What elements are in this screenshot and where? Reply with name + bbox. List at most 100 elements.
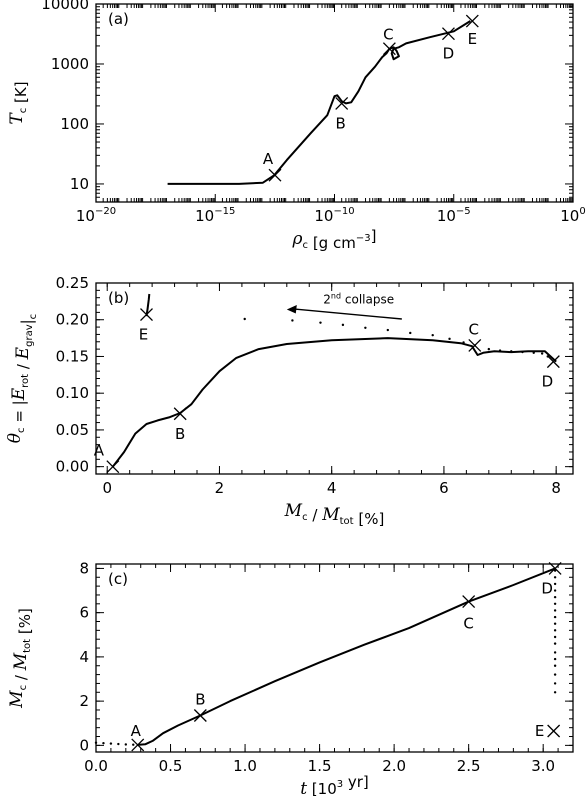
series-point	[117, 742, 120, 746]
series-point	[341, 323, 345, 327]
series-point	[510, 350, 513, 353]
marker-label-b-A: A	[94, 442, 105, 460]
minor-ticks-a	[96, 4, 573, 202]
y-tick-label: 0.15	[56, 347, 89, 365]
series-point	[109, 742, 113, 745]
series-point	[132, 743, 135, 746]
series-point	[521, 350, 524, 354]
marker-a-E: E	[465, 14, 479, 48]
x-marker-stroke	[441, 27, 455, 41]
plot-frame-c	[95, 563, 574, 753]
x-axis-label-c: t [103 yr]	[300, 773, 369, 799]
marker-label-c-B: B	[195, 691, 205, 709]
y-tick-label: 0.00	[56, 458, 89, 476]
series-line-b-2	[145, 293, 151, 317]
x-marker-stroke	[193, 709, 207, 722]
y-tick-label: 2	[79, 692, 89, 710]
y-axis-label-c: Mc / Mtot [%]	[7, 608, 34, 709]
x-tick-label: 1.0	[233, 757, 257, 775]
x-tick-label: 100	[560, 206, 585, 225]
x-tick-label: 3.0	[531, 757, 555, 775]
marker-label-b-B: B	[175, 425, 185, 443]
series-point	[553, 664, 557, 667]
marker-label-a-A: A	[263, 150, 274, 168]
second-collapse-annotation: 2nd collapse	[286, 292, 402, 320]
marker-label-c-D: D	[541, 579, 553, 597]
y-tick-label: 10	[70, 175, 89, 193]
marker-c-B: B	[193, 691, 207, 722]
x-tick-label: 2.0	[382, 757, 406, 775]
series-point	[102, 741, 105, 745]
marker-a-C: C	[382, 26, 396, 56]
panel-label-c: (c)	[108, 570, 128, 588]
series-point	[553, 576, 557, 579]
marker-b-B: B	[173, 407, 187, 443]
x-tick-label: 8	[551, 479, 561, 497]
series-point	[553, 582, 557, 586]
y-tick-label: 100	[60, 115, 89, 133]
series-point	[319, 321, 322, 324]
minor-ticks-b	[96, 283, 573, 474]
series-dots-c-2	[553, 569, 557, 694]
series-line-b-0	[112, 337, 557, 468]
marker-c-A: A	[131, 722, 145, 752]
marker-label-a-D: D	[443, 45, 455, 63]
x-marker-stroke	[140, 308, 153, 322]
x-axis-label-b: Mc / Mtot [%]	[284, 501, 385, 528]
panel-b: 0 2 4 6 8 0.00 0.05 0.10 0.15 0.20 0.25 (b) Mc / Mto…	[5, 274, 574, 528]
marker-b-C: C	[468, 320, 482, 352]
series-point	[553, 602, 557, 606]
marker-label-b-C: C	[469, 320, 479, 338]
plot-frame-a	[95, 3, 574, 203]
x-marker-stroke	[268, 168, 282, 182]
series-point	[553, 569, 557, 572]
y-tick-label: 0.10	[56, 384, 89, 402]
x-tick-label: 10−15	[195, 206, 235, 225]
x-tick-label: 2	[215, 479, 225, 497]
series-point	[540, 352, 544, 355]
series-point	[532, 351, 535, 354]
series-point	[94, 741, 98, 744]
series-point	[553, 673, 557, 676]
series-point	[553, 589, 557, 592]
series-point	[487, 347, 491, 351]
panel-a: 10−20 10−15 10−10 10−5 100 10 100 1000 10000 (a) ρ…	[7, 0, 586, 252]
marker-label-c-A: A	[131, 722, 142, 740]
marker-b-E: E	[139, 308, 153, 344]
x-marker-stroke	[131, 738, 145, 752]
series-point	[553, 657, 557, 661]
y-axis-label-a: Tc [K]	[7, 81, 30, 124]
marker-a-A: A	[263, 150, 282, 182]
y-tick-label: 0.25	[56, 274, 89, 292]
y-tick-label: 0.20	[56, 311, 89, 329]
x-tick-label: 4	[327, 479, 337, 497]
series-point	[448, 337, 451, 341]
x-tick-label: 0.0	[84, 757, 108, 775]
series-point	[386, 328, 390, 332]
panel-label-b: (b)	[108, 289, 129, 307]
panel-c: 0.0 0.5 1.0 1.5 2.0 2.5 3.0 0 2 4 6 8 (c) t [103 yr] M…	[7, 559, 574, 799]
x-marker-stroke	[335, 96, 349, 110]
marker-label-c-E: E	[535, 722, 544, 740]
series-dots-c-0	[94, 741, 135, 746]
marker-c-D: D	[541, 561, 562, 597]
arrow-head	[286, 304, 297, 314]
y-tick-label: 8	[79, 559, 89, 577]
series-line-c-1	[137, 567, 556, 746]
series-point	[553, 691, 557, 694]
marker-a-B: B	[335, 96, 349, 132]
x-marker-stroke	[173, 407, 187, 421]
series-point	[291, 319, 294, 322]
x-marker-stroke	[465, 14, 479, 28]
x-marker-stroke	[546, 355, 560, 369]
y-tick-label: 0.05	[56, 421, 89, 439]
series-point	[553, 642, 557, 645]
series-point	[124, 743, 128, 746]
series-point	[553, 635, 557, 639]
x-marker-stroke	[547, 724, 561, 738]
x-marker-stroke	[462, 595, 476, 609]
x-tick-label: 0	[102, 479, 112, 497]
series-point	[431, 333, 434, 337]
series-point	[553, 622, 557, 625]
